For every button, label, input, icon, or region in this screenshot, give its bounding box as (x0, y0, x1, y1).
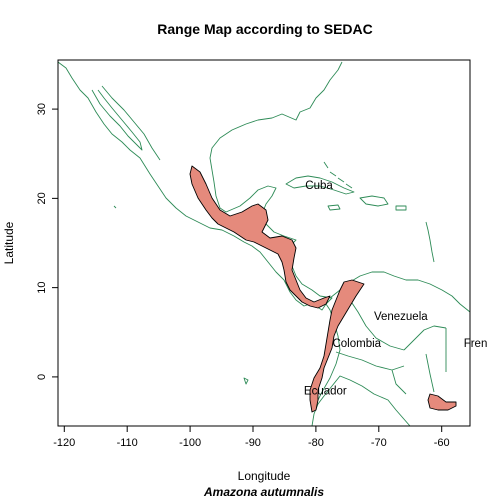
x-axis: -120 -110 -100 -90 -80 -70 -60 (53, 426, 450, 449)
hispaniola-coastline (359, 195, 389, 207)
country-label-fren: Fren (464, 338, 488, 350)
x-tick-label: -60 (434, 437, 450, 449)
y-axis: 0 10 20 30 (36, 103, 58, 380)
x-axis-label: Longitude (238, 469, 291, 483)
y-tick-label: 10 (36, 282, 48, 294)
country-label-ecuador: Ecuador (304, 385, 347, 397)
small-islands-coastline (113, 205, 249, 385)
range-brazil-patch (427, 393, 457, 411)
map-area (58, 61, 470, 426)
country-borders (335, 299, 447, 395)
puerto-rico-coastline (395, 205, 407, 211)
x-tick-label: -70 (371, 437, 387, 449)
country-labels: Cuba Venezuela Colombia Fren Ecuador (304, 180, 487, 397)
y-axis-label: Latitude (2, 221, 16, 264)
north-central-america-coastline (58, 61, 343, 311)
x-tick-label: -100 (179, 437, 201, 449)
y-tick-label: 20 (36, 192, 48, 204)
sonora-coastline (101, 85, 161, 161)
x-tick-label: -120 (53, 437, 75, 449)
baja-california-coastline (91, 89, 143, 151)
x-tick-label: -110 (117, 437, 138, 449)
bahamas-coastline (323, 161, 353, 189)
country-label-cuba: Cuba (305, 180, 333, 192)
y-tick-label: 30 (36, 103, 48, 115)
jamaica-coastline (327, 204, 341, 211)
country-label-venezuela: Venezuela (374, 311, 428, 323)
species-caption: Amazona autumnalis (203, 485, 324, 499)
plot-frame (57, 59, 471, 427)
map-title: Range Map according to SEDAC (157, 21, 372, 37)
y-tick-label: 0 (36, 374, 48, 380)
cuba-coastline (285, 175, 355, 195)
range-colombia-ecuador (309, 279, 365, 413)
x-tick-label: -80 (308, 437, 324, 449)
x-tick-label: -90 (245, 437, 261, 449)
range-mexico-central-america (189, 165, 331, 309)
antilles-coastline (425, 221, 435, 263)
country-label-colombia: Colombia (332, 338, 381, 350)
